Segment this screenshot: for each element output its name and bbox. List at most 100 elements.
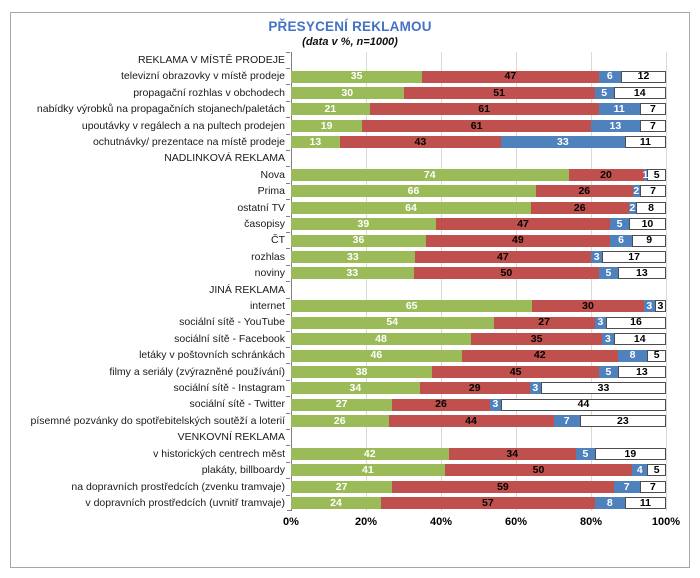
segment-value: 59 [497,480,509,493]
bar-segment: 4 [632,464,648,477]
segment-value: 8 [629,349,636,362]
segment-value: 48 [375,332,387,345]
bar-segment: 7 [639,480,666,493]
chart-row: ostatní TV 64 26 2 8 [11,199,689,216]
segment-value: 14 [633,332,646,345]
bar-segment: 11 [624,136,666,149]
row-label: ČT [271,234,285,247]
row-label: ostatní TV [237,201,285,214]
bar-segment: 66 [291,185,537,198]
stacked-bar: 19 61 13 7 [286,117,666,132]
stacked-bar: 65 30 3 3 [286,297,666,313]
empty-bar-area [286,428,666,444]
bar-segment: 41 [291,464,445,477]
segment-value: 33 [346,267,359,280]
segment-value: 12 [637,70,650,83]
bar-segment: 35 [471,332,603,346]
segment-value: 14 [633,86,646,99]
chart-row: sociální sítě - Twitter 27 26 3 44 [11,396,689,413]
group-header-label: REKLAMA V MÍSTĚ PRODEJE [137,53,285,66]
segment-value: 36 [352,234,365,247]
chart-row: v dopravních prostředcích (uvnitř tramva… [11,494,689,511]
bar-segment: 16 [606,316,666,329]
row-label: sociální sítě - YouTube [179,316,285,329]
bar-segment: 5 [599,365,618,378]
row-label: sociální sítě - Twitter [189,398,285,411]
bar-segment: 5 [599,267,618,280]
bar-segment: 48 [291,332,471,346]
bar-segment: 61 [369,103,599,116]
segment-value: 7 [650,185,656,198]
bar-segment: 46 [291,349,462,362]
segment-value: 46 [370,349,383,362]
segment-value: 16 [630,316,642,329]
segment-value: 47 [504,70,517,83]
segment-value: 50 [532,464,545,477]
chart-subtitle: (data v %, n=1000) [302,36,398,48]
segment-value: 6 [606,70,613,83]
chart-row: letáky v poštovních schránkách 46 42 8 5 [11,346,689,363]
x-axis-tick-label: 40% [429,516,453,529]
bar-segment: 7 [639,119,666,132]
bar-segment: 43 [339,136,501,149]
segment-value: 33 [557,135,569,148]
segment-value: 35 [530,332,543,345]
segment-value: 54 [386,316,399,329]
segment-value: 61 [478,103,490,116]
segment-value: 26 [435,398,447,411]
bar-segment: 36 [291,234,426,247]
segment-value: 5 [653,168,660,181]
row-label: sociální sítě - Facebook [174,332,285,345]
row-label: internet [249,300,285,313]
stacked-bar: 33 50 5 13 [286,264,666,280]
bar-segment: 13 [617,267,666,280]
x-axis-tick-label: 0% [283,516,299,529]
x-axis: 0% 20% 40% 60% 80% 100% [11,514,689,536]
group-header-label: NADLINKOVÁ REKLAMA [164,152,285,165]
bar-segment: 8 [594,497,625,510]
segment-value: 5 [601,86,608,99]
stacked-bar: 46 42 8 5 [286,346,666,362]
segment-value: 30 [341,86,354,99]
row-label: filmy a seriály (zvýrazněné používání) [109,365,285,378]
bar-segment: 3 [591,251,603,264]
bar-segment: 49 [426,234,610,247]
segment-value: 24 [330,496,342,509]
bar-segment: 3 [489,398,501,411]
segment-value: 74 [423,168,436,181]
bar-segment: 3 [602,333,614,346]
stacked-bar: 42 34 5 19 [286,445,666,460]
bar-segment: 35 [291,70,423,83]
bar-segment: 9 [632,234,666,247]
stacked-bar: 36 49 6 9 [286,232,666,247]
bar-segment: 51 [403,87,595,100]
stacked-bar: 34 29 3 33 [286,379,666,395]
plot-area: REKLAMA V MÍSTĚ PRODEJE televizní obrazov… [11,51,689,512]
bar-segment: 30 [532,300,644,313]
bar-segment: 47 [414,251,591,264]
bar-segment: 11 [598,103,640,116]
segment-value: 3 [646,300,653,313]
bar-segment: 19 [291,119,363,132]
chart-row: časopisy 39 47 5 10 [11,215,689,232]
bar-segment: 5 [647,168,666,182]
bar-segment: 33 [501,135,625,149]
bar-segment: 50 [413,267,600,280]
stacked-bar: 21 61 11 7 [286,100,666,116]
chart-row: nabídky výrobků na propagačních stojanec… [11,100,689,117]
bar-segment: 21 [291,103,370,116]
segment-value: 5 [605,365,612,378]
bar-segment: 1 [642,169,648,182]
stacked-bar: 24 57 8 11 [286,494,666,510]
segment-value: 6 [618,234,624,247]
stacked-bar: 48 35 3 14 [286,330,666,346]
segment-value: 35 [350,70,363,83]
bar-segment: 5 [594,86,614,100]
bar-segment: 65 [291,300,533,313]
x-axis-tick-label: 60% [504,516,528,529]
segment-value: 26 [573,201,586,214]
stacked-bar: 66 26 2 7 [286,182,666,198]
segment-value: 57 [482,496,494,509]
row-label: televizní obrazovky v místě prodeje [121,70,285,83]
segment-value: 61 [470,119,483,132]
